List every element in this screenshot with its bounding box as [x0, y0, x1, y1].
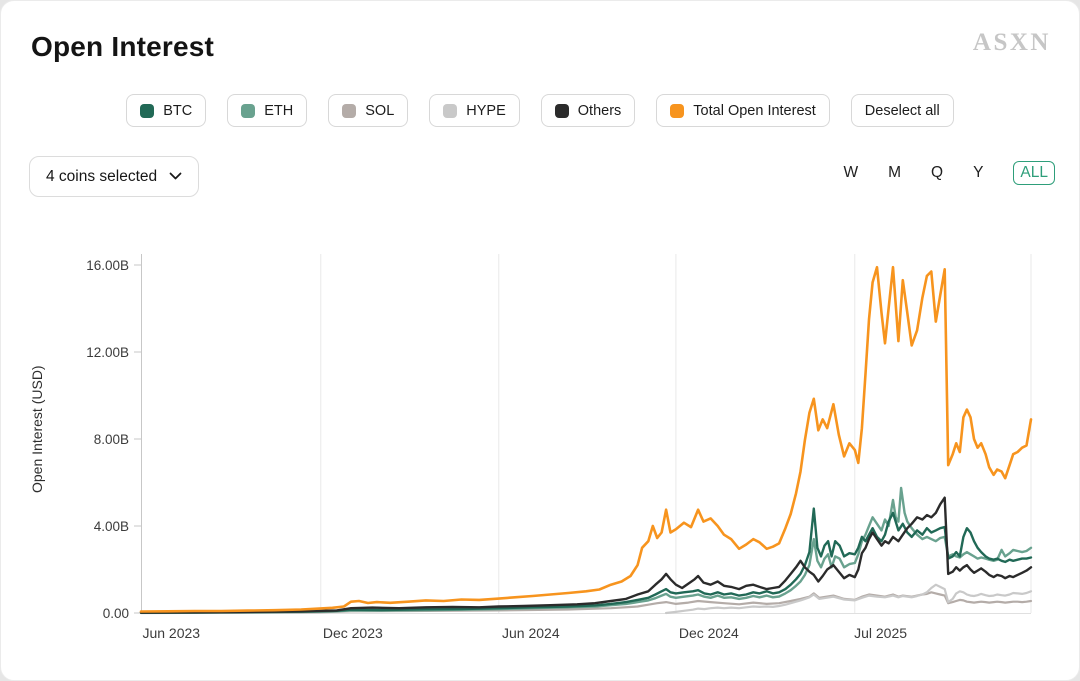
hype-color-swatch-icon	[443, 103, 458, 118]
series-line-total-open-interest	[139, 265, 1033, 613]
legend-btc-label: BTC	[163, 102, 193, 119]
legend-hype-label: HYPE	[466, 102, 506, 119]
range-y-button[interactable]: Y	[973, 164, 984, 181]
range-w-button[interactable]: W	[843, 164, 859, 181]
legend-total-label: Total Open Interest	[693, 102, 816, 119]
legend-eth-button[interactable]: ETH	[227, 94, 308, 127]
y-tick-label: 0.00	[103, 606, 129, 621]
time-range-selector: W M Q Y ALL	[843, 161, 1055, 185]
chevron-down-icon	[169, 168, 182, 186]
legend-total-button[interactable]: Total Open Interest	[656, 94, 830, 127]
y-tick-label: 16.00B	[86, 258, 129, 273]
x-tick-label: Jul 2025	[854, 625, 907, 641]
x-tick-label: Dec 2023	[323, 625, 383, 641]
series-line-others	[139, 496, 1033, 614]
legend-hype-button[interactable]: HYPE	[429, 94, 520, 127]
range-m-button[interactable]: M	[888, 164, 901, 181]
legend-deselect-label: Deselect all	[864, 102, 940, 119]
chart-area: 0.00 4.00B 8.00B 12.00B 16.00B Jun 2023 Dec 20…	[1, 246, 1079, 666]
oi-chart: 0.00 4.00B 8.00B 12.00B 16.00B Jun 2023 Dec 20…	[86, 254, 1033, 641]
legend-row: BTC ETH SOL HYPE Others Total Open Interest De…	[1, 94, 1079, 127]
coin-selector-dropdown[interactable]: 4 coins selected	[29, 156, 200, 197]
range-all-button[interactable]: ALL	[1013, 161, 1055, 185]
y-tick-label: 4.00B	[94, 519, 129, 534]
legend-sol-button[interactable]: SOL	[328, 94, 409, 127]
series-line-btc	[139, 507, 1033, 614]
y-tick-label: 8.00B	[94, 432, 129, 447]
others-color-swatch-icon	[554, 103, 569, 118]
legend-eth-label: ETH	[264, 102, 294, 119]
x-tick-label: Jun 2023	[142, 625, 200, 641]
coin-selector-label: 4 coins selected	[46, 167, 158, 185]
x-tick-label: Dec 2024	[679, 625, 739, 641]
legend-sol-label: SOL	[365, 102, 395, 119]
page-title: Open Interest	[31, 31, 215, 62]
btc-color-swatch-icon	[140, 103, 155, 118]
eth-color-swatch-icon	[241, 103, 256, 118]
x-tick-label: Jun 2024	[502, 625, 560, 641]
legend-deselect-button[interactable]: Deselect all	[850, 94, 954, 127]
sol-color-swatch-icon	[342, 103, 357, 118]
total-color-swatch-icon	[670, 103, 685, 118]
y-tick-label: 12.00B	[86, 345, 129, 360]
legend-others-label: Others	[577, 102, 622, 119]
series-line-eth	[139, 486, 1033, 614]
asxn-logo: ASXN	[972, 29, 1051, 56]
legend-others-button[interactable]: Others	[540, 94, 636, 127]
legend-btc-button[interactable]: BTC	[126, 94, 207, 127]
series-line-hype	[664, 583, 1033, 615]
range-q-button[interactable]: Q	[931, 164, 944, 181]
